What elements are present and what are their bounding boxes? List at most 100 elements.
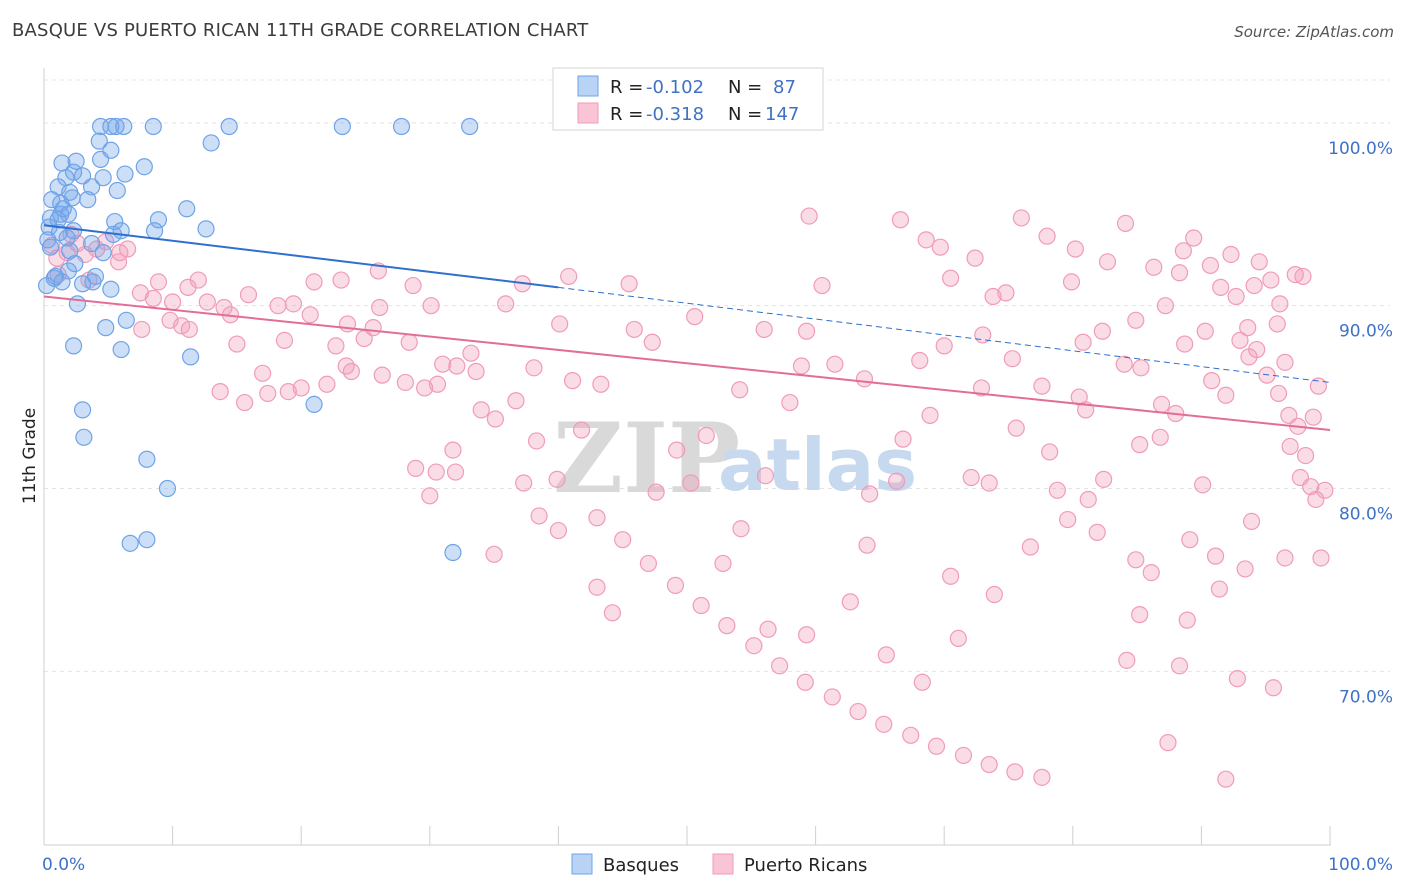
puerto-ricans-point-52 xyxy=(292,379,310,397)
puerto-ricans-point-117 xyxy=(1296,446,1315,465)
puerto-ricans-point-131 xyxy=(1098,253,1117,271)
trend-lines xyxy=(43,224,1331,431)
puerto-ricans-point-229 xyxy=(1033,768,1051,786)
puerto-ricans-point-75 xyxy=(527,432,546,450)
puerto-ricans-point-50 xyxy=(254,364,272,382)
basques-point-6 xyxy=(333,117,351,136)
puerto-ricans-point-62 xyxy=(507,392,525,410)
basques-point-44 xyxy=(82,234,101,253)
puerto-ricans-point-183 xyxy=(935,337,953,355)
puerto-ricans-point-227 xyxy=(980,755,998,774)
basques-point-70 xyxy=(138,531,156,549)
basques-point-61 xyxy=(64,337,83,355)
puerto-ricans-point-127 xyxy=(984,287,1002,306)
puerto-ricans-point-197 xyxy=(841,593,859,611)
legend-r-label-puerto-ricans: R = xyxy=(610,104,643,125)
puerto-ricans-point-173 xyxy=(1070,388,1088,406)
legend-r-value-basques: -0.102 xyxy=(646,77,704,98)
puerto-ricans-point-134 xyxy=(1170,264,1189,282)
puerto-ricans-point-228 xyxy=(1006,763,1024,781)
puerto-ricans-point-97 xyxy=(911,351,929,370)
puerto-ricans-point-79 xyxy=(407,459,425,477)
puerto-ricans-point-217 xyxy=(718,617,736,635)
puerto-ricans-point-33 xyxy=(133,320,151,339)
puerto-ricans-point-24 xyxy=(305,273,323,291)
puerto-ricans-point-143 xyxy=(931,238,949,256)
basques-point-46 xyxy=(41,238,60,256)
puerto-ricans-point-105 xyxy=(1115,355,1133,373)
puerto-ricans-point-184 xyxy=(972,379,991,397)
basques-point-43 xyxy=(58,229,76,247)
puerto-ricans-point-186 xyxy=(1048,481,1066,499)
puerto-ricans-point-128 xyxy=(1012,209,1030,227)
puerto-ricans-point-138 xyxy=(1239,319,1257,337)
puerto-ricans-point-86 xyxy=(647,483,665,501)
bottom-legend-label-basques: Basques xyxy=(603,855,679,876)
puerto-ricans-point-225 xyxy=(927,737,946,755)
source-label: Source: ZipAtlas.com xyxy=(1234,23,1394,41)
series-basques-points xyxy=(37,117,479,562)
basques-point-67 xyxy=(138,450,156,468)
basques-point-48 xyxy=(94,244,112,262)
puerto-ricans-point-92 xyxy=(755,320,773,339)
puerto-ricans-point-200 xyxy=(949,629,967,648)
puerto-ricans-point-129 xyxy=(1038,227,1056,245)
puerto-ricans-point-133 xyxy=(1145,258,1163,276)
puerto-ricans-point-19 xyxy=(198,293,216,311)
puerto-ricans-point-195 xyxy=(759,620,777,638)
puerto-ricans-point-36 xyxy=(180,320,198,339)
puerto-ricans-point-85 xyxy=(603,604,622,622)
puerto-ricans-point-162 xyxy=(1291,468,1310,487)
y-tick-labels: 100.0% 90.0% 80.0% 70.0% xyxy=(1328,139,1393,707)
puerto-ricans-point-60 xyxy=(448,357,466,375)
puerto-ricans-point-28 xyxy=(422,297,440,315)
puerto-ricans-point-222 xyxy=(849,702,867,721)
puerto-ricans-point-120 xyxy=(1312,549,1330,567)
puerto-ricans-point-185 xyxy=(1007,419,1025,437)
puerto-ricans-point-69 xyxy=(236,393,254,412)
puerto-ricans-point-114 xyxy=(1269,384,1288,403)
puerto-ricans-point-29 xyxy=(497,295,515,313)
puerto-ricans-point-57 xyxy=(416,379,434,397)
legend-inset: R = -0.102 N = 87 R = -0.318 N = 147 xyxy=(552,67,824,131)
puerto-ricans-point-64 xyxy=(563,372,582,390)
puerto-ricans-point-76 xyxy=(515,474,533,492)
puerto-ricans-point-68 xyxy=(211,382,229,401)
puerto-ricans-point-73 xyxy=(444,441,462,459)
puerto-ricans-point-164 xyxy=(1170,657,1189,675)
puerto-ricans-point-55 xyxy=(373,366,391,384)
basques-point-19 xyxy=(116,165,134,183)
puerto-ricans-point-65 xyxy=(592,375,610,393)
puerto-ricans-point-71 xyxy=(342,362,360,381)
puerto-ricans-point-214 xyxy=(639,554,658,573)
basques-point-14 xyxy=(91,150,110,169)
puerto-ricans-point-161 xyxy=(1276,549,1294,567)
basques-point-9 xyxy=(90,132,108,150)
puerto-ricans-point-226 xyxy=(954,746,973,765)
puerto-ricans-point-90 xyxy=(697,426,715,445)
puerto-ricans-point-44 xyxy=(364,319,382,337)
legend-swatch-puerto-ricans xyxy=(577,102,599,124)
puerto-ricans-point-40 xyxy=(301,306,319,324)
watermark-atlas: atlas xyxy=(718,423,917,507)
puerto-ricans-point-190 xyxy=(1210,580,1229,598)
puerto-ricans-point-203 xyxy=(1059,510,1077,529)
puerto-ricans-point-12 xyxy=(109,253,128,271)
puerto-ricans-point-221 xyxy=(823,688,841,706)
basques-point-4 xyxy=(144,117,162,136)
puerto-ricans-point-46 xyxy=(400,333,418,351)
basques-point-7 xyxy=(392,117,411,136)
puerto-ricans-point-41 xyxy=(327,337,345,355)
y-tick-label-80: 80.0% xyxy=(1339,504,1393,524)
puerto-ricans-point-170 xyxy=(1151,428,1169,446)
puerto-ricans-point-63 xyxy=(525,359,543,377)
puerto-ricans-point-78 xyxy=(572,421,591,439)
puerto-ricans-point-109 xyxy=(1196,322,1214,340)
puerto-ricans-point-223 xyxy=(875,715,893,733)
puerto-ricans-point-132 xyxy=(1116,214,1135,232)
puerto-ricans-point-167 xyxy=(1159,734,1177,752)
basques-point-47 xyxy=(61,242,79,260)
puerto-ricans-point-166 xyxy=(1264,679,1283,697)
puerto-ricans-point-48 xyxy=(551,315,569,333)
